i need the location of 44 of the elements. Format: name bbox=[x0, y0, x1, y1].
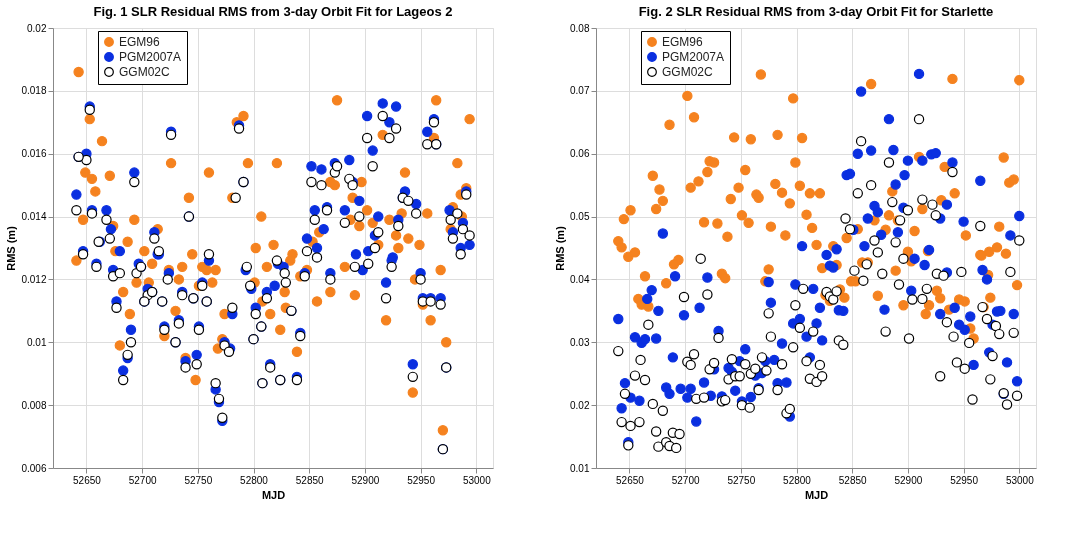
y-tick-label: 0.01 bbox=[27, 336, 47, 348]
legend-label: GGM02C bbox=[119, 65, 171, 79]
legend-label: PGM2007A bbox=[119, 50, 182, 64]
y-tick-label: 0.03 bbox=[570, 336, 590, 348]
x-tick-label: 53000 bbox=[462, 474, 492, 486]
x-tick-label: 52750 bbox=[727, 474, 756, 486]
x-tick-label: 52750 bbox=[184, 474, 213, 486]
y-tick-label: 0.018 bbox=[21, 85, 47, 97]
x-tick-label: 52950 bbox=[407, 474, 436, 486]
chart-title: Fig. 2 SLR Residual RMS from 3-day Orbit Fit for Starlette bbox=[638, 4, 994, 19]
y-tick-label: 0.05 bbox=[570, 211, 590, 223]
x-tick-label: 52800 bbox=[783, 474, 812, 486]
y-tick-label: 0.02 bbox=[570, 399, 590, 411]
y-tick-label: 0.014 bbox=[21, 211, 47, 223]
x-axis-title: MJD bbox=[261, 488, 286, 501]
x-tick-label: 52650 bbox=[616, 474, 645, 486]
x-tick-label: 52850 bbox=[838, 474, 868, 486]
x-tick-label: 52700 bbox=[128, 474, 157, 486]
y-tick-label: 0.006 bbox=[21, 462, 47, 474]
x-tick-label: 52700 bbox=[671, 474, 700, 486]
legend-label: EGM96 bbox=[662, 35, 704, 49]
x-tick-label: 52900 bbox=[351, 474, 380, 486]
y-tick-label: 0.02 bbox=[27, 22, 47, 34]
y-tick-label: 0.016 bbox=[21, 148, 47, 160]
x-tick-label: 53000 bbox=[1005, 474, 1035, 486]
x-tick-label: 52900 bbox=[894, 474, 923, 486]
chart-title: Fig. 1 SLR Residual RMS from 3-day Orbit Fit for Lageos 2 bbox=[93, 4, 453, 19]
y-tick-label: 0.07 bbox=[570, 85, 590, 97]
y-axis-title: RMS (m) bbox=[554, 225, 567, 271]
y-tick-label: 0.08 bbox=[570, 22, 590, 34]
y-tick-label: 0.06 bbox=[570, 148, 590, 160]
legend-label: PGM2007A bbox=[662, 50, 725, 64]
y-tick-label: 0.012 bbox=[21, 273, 47, 285]
y-axis-title: RMS (m) bbox=[5, 225, 18, 271]
y-tick-label: 0.04 bbox=[570, 273, 590, 285]
legend-label: GGM02C bbox=[662, 65, 714, 79]
y-tick-label: 0.008 bbox=[21, 399, 47, 411]
x-tick-label: 52950 bbox=[950, 474, 979, 486]
x-tick-label: 52800 bbox=[240, 474, 269, 486]
legend-label: EGM96 bbox=[119, 35, 161, 49]
y-tick-label: 0.01 bbox=[570, 462, 590, 474]
x-tick-label: 52850 bbox=[295, 474, 325, 486]
x-axis-title: MJD bbox=[804, 488, 829, 501]
x-tick-label: 52650 bbox=[73, 474, 102, 486]
